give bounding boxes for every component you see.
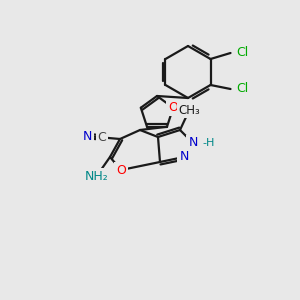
Text: -H: -H [202,138,214,148]
Text: N: N [82,130,92,142]
Text: NH₂: NH₂ [84,170,108,183]
Text: Cl: Cl [236,82,249,95]
Text: C: C [98,131,106,144]
Text: N: N [179,151,189,164]
Text: CH₃: CH₃ [178,103,200,117]
Text: Cl: Cl [236,46,249,59]
Text: O: O [116,164,126,176]
Text: N: N [188,136,198,149]
Text: O: O [168,101,178,114]
